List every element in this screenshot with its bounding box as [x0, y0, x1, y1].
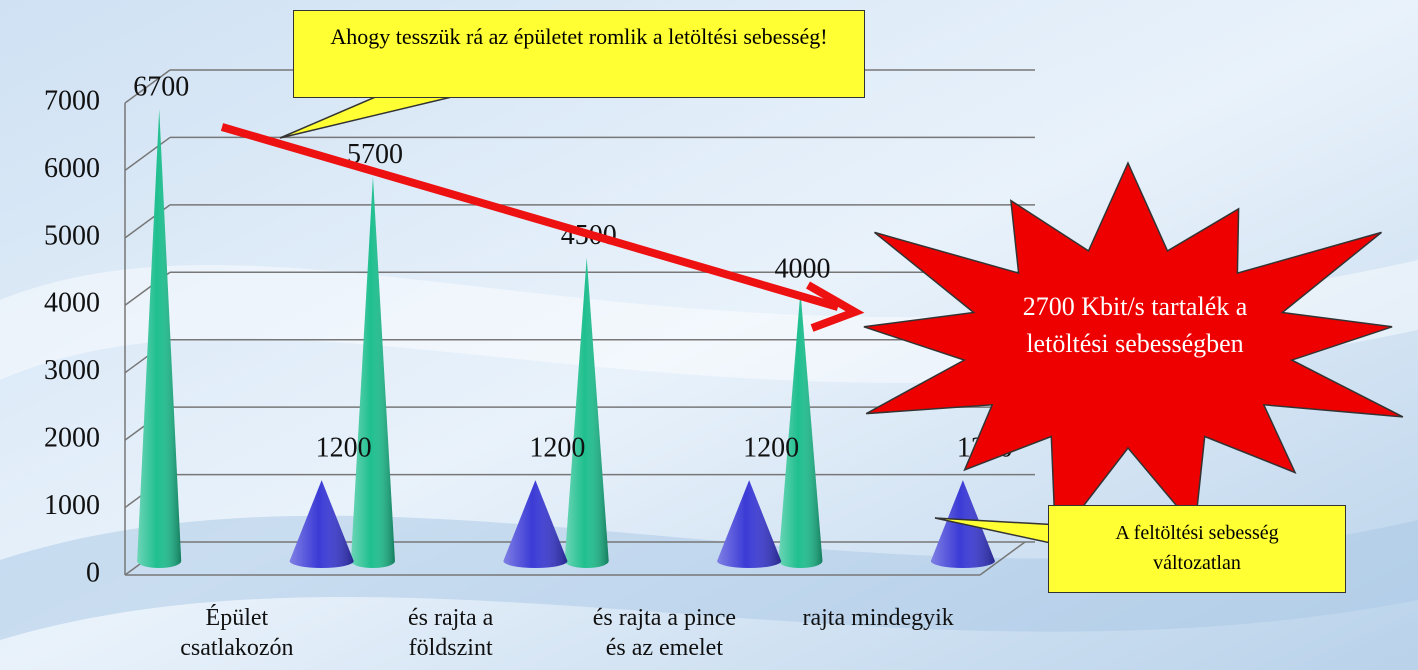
trend-arrow [220, 123, 840, 311]
callout-bottom: A feltöltési sebesség változatlan [1048, 505, 1346, 593]
y-tick-label: 4000 [44, 288, 100, 319]
y-tick-label: 2000 [44, 423, 100, 454]
y-tick-label: 0 [86, 557, 100, 588]
cone-shade [503, 480, 568, 568]
cone-shade [289, 480, 354, 568]
cone-shade [350, 176, 395, 568]
cone-shade [564, 257, 609, 568]
arrow-head [806, 281, 865, 332]
data-label: 1200 [529, 433, 585, 464]
data-label: 1200 [743, 433, 799, 464]
y-tick-label: 7000 [44, 85, 100, 116]
starburst [863, 161, 1404, 545]
y-tick-label: 1000 [44, 490, 100, 521]
grid-line [124, 136, 171, 172]
grid-line [124, 69, 171, 104]
x-tick-label: és rajta a pince és az emelet [592, 605, 736, 661]
floor-edge [979, 541, 1026, 576]
y-tick-label: 5000 [44, 220, 100, 251]
data-label: 4000 [774, 254, 830, 285]
x-tick-label: és rajta a földszint [407, 605, 494, 661]
cone-shade [778, 291, 823, 568]
data-label: 1200 [316, 433, 372, 464]
data-label: 6700 [133, 72, 189, 103]
cone-shade [137, 109, 182, 568]
y-tick-label: 3000 [44, 355, 100, 386]
x-tick-label: rajta mindegyik [802, 605, 954, 631]
x-tick-label: Épület csatlakozón [180, 605, 294, 661]
callout-top: Ahogy tesszük rá az épületet romlik a le… [293, 10, 865, 98]
starburst-text: 2700 Kbit/s tartalék a letöltési sebessé… [1022, 292, 1248, 358]
y-tick-label: 6000 [44, 153, 100, 184]
cone-shade [717, 480, 782, 568]
